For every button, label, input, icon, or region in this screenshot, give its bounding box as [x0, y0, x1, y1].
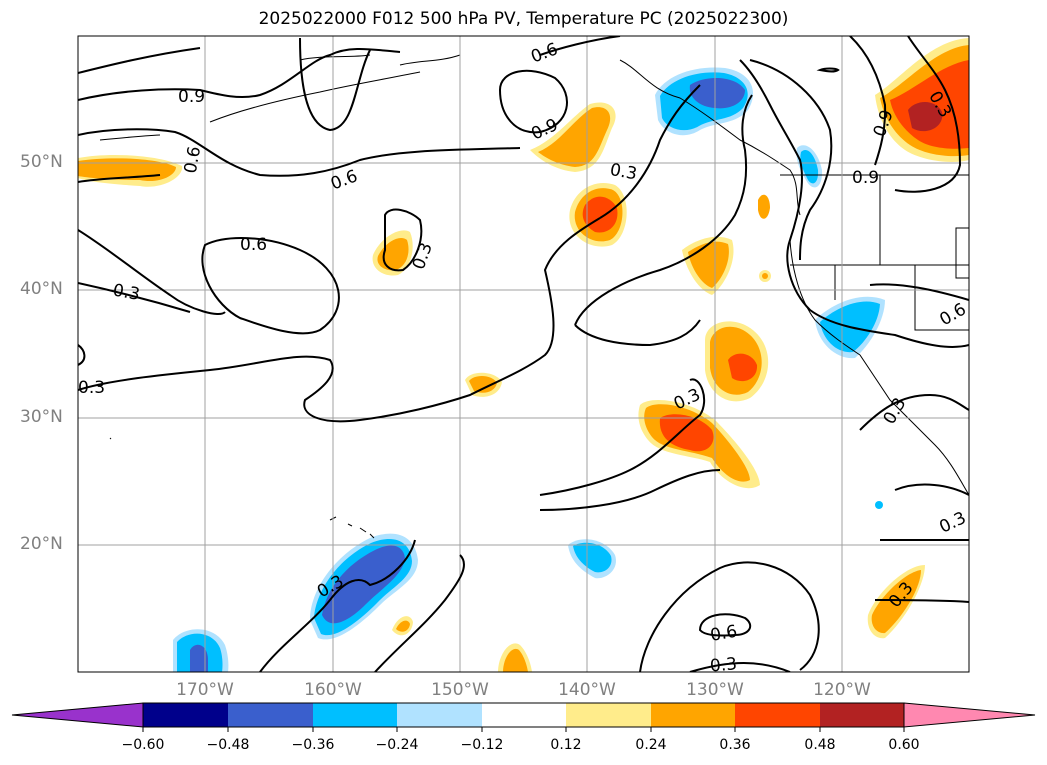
colorbar-extend-max	[903, 702, 1036, 728]
lon-label: 160°W	[304, 680, 362, 700]
colorbar-extend-min	[11, 702, 144, 728]
pv-contour	[539, 36, 621, 56]
pv-contour	[78, 282, 191, 313]
contour-label: 0.6	[709, 622, 739, 646]
anomaly-blob	[875, 501, 883, 509]
contour-label: 0.6	[240, 235, 267, 255]
pv-contour	[78, 344, 86, 366]
pv-contour	[894, 36, 962, 193]
pv-contour	[78, 174, 161, 183]
lat-label: 20°N	[20, 534, 63, 554]
pv-contour	[78, 128, 521, 177]
colorbar-segment	[482, 703, 566, 727]
pv-contour	[201, 237, 340, 335]
lat-label: 40°N	[20, 279, 63, 299]
pv-contour	[859, 393, 969, 431]
colorbar-segment	[566, 703, 651, 727]
pv-contour	[894, 483, 969, 496]
colorbar-segment	[735, 703, 820, 727]
map-panel: 0.9 0.6 0.6 0.6 0.3 0.3 0.3 0.6 0.9 0.3 …	[78, 36, 969, 676]
anomaly-blob	[728, 353, 758, 382]
pv-contour	[599, 84, 701, 219]
pv-contour	[382, 208, 423, 272]
pv-contour	[299, 37, 371, 132]
pv-contour	[78, 47, 201, 74]
contour-label: 0.9	[852, 168, 879, 188]
contour-label: 0.3	[608, 160, 638, 184]
pv-contour	[849, 36, 887, 166]
anomaly-blob	[503, 648, 528, 672]
map-frame	[77, 35, 970, 673]
contour-label: 0.6	[181, 145, 205, 175]
colorbar-segment	[143, 703, 228, 727]
contour-label: 0.9	[178, 87, 205, 107]
pv-contour	[78, 229, 226, 315]
contour-label: 0.3	[78, 378, 105, 398]
pv-contour	[749, 59, 833, 261]
anomaly-blob	[871, 570, 921, 634]
lon-label: 150°W	[431, 680, 489, 700]
pv-contour	[374, 554, 465, 672]
colorbar-segment	[313, 703, 397, 727]
colorbar-tick-label: −0.12	[460, 737, 504, 753]
pv-contour	[574, 94, 753, 326]
anomaly-blob	[538, 107, 611, 167]
lat-label: 50°N	[20, 152, 63, 172]
colorbar-tick-label: −0.24	[375, 737, 419, 753]
anomaly-blob	[322, 545, 405, 624]
pv-contour	[78, 217, 601, 423]
pv-contour	[639, 561, 820, 672]
pv-contour	[498, 69, 568, 134]
lon-label: 130°W	[686, 680, 744, 700]
colorbar-segment	[820, 703, 904, 727]
pv-contour	[259, 539, 416, 672]
colorbar-tick-label: −0.48	[206, 737, 250, 753]
contour-label: 0.3	[709, 654, 738, 676]
pv-contour	[574, 319, 701, 347]
colorbar	[11, 702, 1036, 732]
anomaly-blob	[762, 273, 768, 279]
pv-contour	[698, 613, 752, 637]
anomaly-blob	[659, 414, 714, 452]
anomaly-blob	[689, 78, 745, 109]
lon-label: 140°W	[558, 680, 616, 700]
gridlines	[78, 36, 969, 672]
colorbar-tick-label: 0.12	[550, 737, 582, 753]
colorbar-tick-label: 0.60	[888, 737, 920, 753]
colorbar-tick-label: 0.24	[635, 737, 667, 753]
colorbar-tick-label: 0.48	[804, 737, 836, 753]
anomaly-blob	[758, 194, 770, 219]
anomaly-blob	[908, 102, 943, 132]
anomaly-blob	[396, 620, 410, 632]
colorbar-segment	[397, 703, 482, 727]
pv-contour	[78, 47, 401, 101]
pv-contour	[539, 469, 721, 511]
pv-contour	[869, 283, 969, 301]
pv-contour	[816, 67, 840, 73]
colorbar-tick-label: −0.36	[291, 737, 335, 753]
pv-contour	[539, 378, 706, 496]
anomaly-blob	[190, 644, 208, 672]
anomaly-blob	[573, 542, 612, 573]
contour-label: 0.3	[111, 281, 141, 305]
lat-label: 30°N	[20, 407, 63, 427]
colorbar-segment	[651, 703, 735, 727]
colorbar-tick-label: 0.36	[719, 737, 751, 753]
lon-label: 170°W	[176, 680, 234, 700]
lon-label: 120°W	[813, 680, 871, 700]
pv-contour	[874, 599, 969, 603]
pv-contours	[78, 36, 969, 672]
anomaly-blob	[469, 375, 497, 393]
colorbar-tick-label: −0.60	[121, 737, 165, 753]
pv-contour	[739, 59, 969, 348]
anomaly-blob	[688, 241, 729, 288]
colorbar-segment	[228, 703, 313, 727]
pv-contour	[689, 662, 791, 672]
map-title: 2025022000 F012 500 hPa PV, Temperature …	[258, 9, 789, 29]
